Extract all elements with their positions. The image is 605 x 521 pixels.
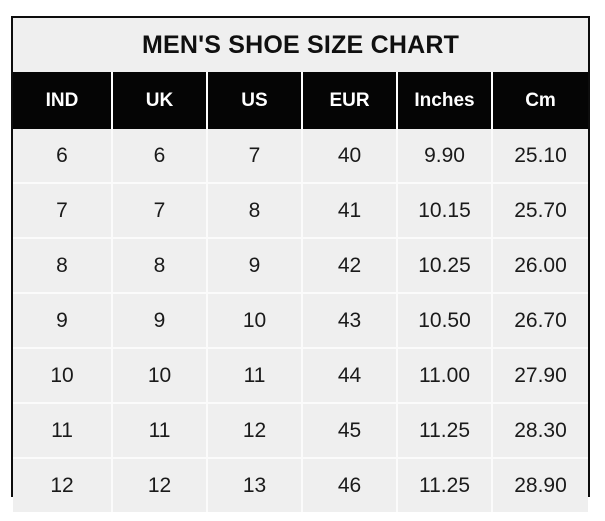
cell-ind: 11 — [13, 403, 113, 459]
cell-ind: 9 — [13, 293, 113, 349]
cell-eur: 43 — [302, 293, 398, 349]
cell-us: 11 — [207, 348, 303, 404]
cell-cm: 26.70 — [492, 293, 588, 349]
cell-ind: 8 — [13, 238, 113, 294]
cell-inches: 10.25 — [397, 238, 493, 294]
cell-inches: 11.00 — [397, 348, 493, 404]
table-row: 12 12 13 46 11.25 28.90 — [13, 458, 588, 512]
cell-eur: 44 — [302, 348, 398, 404]
cell-cm: 28.90 — [492, 458, 588, 512]
table-header: IND UK US EUR Inches Cm — [13, 72, 588, 129]
cell-inches: 11.25 — [397, 458, 493, 512]
column-header-cm: Cm — [492, 72, 588, 129]
cell-uk: 6 — [112, 129, 208, 184]
cell-inches: 10.50 — [397, 293, 493, 349]
table-header-row: IND UK US EUR Inches Cm — [13, 72, 588, 129]
cell-ind: 10 — [13, 348, 113, 404]
cell-us: 13 — [207, 458, 303, 512]
table-row: 6 6 7 40 9.90 25.10 — [13, 129, 588, 184]
column-header-ind: IND — [13, 72, 113, 129]
cell-inches: 10.15 — [397, 183, 493, 239]
shoe-size-table: IND UK US EUR Inches Cm 6 6 7 40 9.90 25… — [13, 72, 588, 512]
table-row: 10 10 11 44 11.00 27.90 — [13, 348, 588, 404]
cell-us: 7 — [207, 129, 303, 184]
cell-uk: 12 — [112, 458, 208, 512]
cell-inches: 9.90 — [397, 129, 493, 184]
cell-uk: 8 — [112, 238, 208, 294]
cell-uk: 11 — [112, 403, 208, 459]
cell-us: 10 — [207, 293, 303, 349]
cell-ind: 7 — [13, 183, 113, 239]
column-header-inches: Inches — [397, 72, 493, 129]
cell-uk: 7 — [112, 183, 208, 239]
cell-us: 8 — [207, 183, 303, 239]
page-title: MEN'S SHOE SIZE CHART — [13, 18, 588, 72]
cell-eur: 40 — [302, 129, 398, 184]
table-row: 11 11 12 45 11.25 28.30 — [13, 403, 588, 459]
column-header-uk: UK — [112, 72, 208, 129]
column-header-us: US — [207, 72, 303, 129]
cell-cm: 26.00 — [492, 238, 588, 294]
table-body: 6 6 7 40 9.90 25.10 7 7 8 41 10.15 25.70… — [13, 129, 588, 512]
cell-eur: 42 — [302, 238, 398, 294]
cell-ind: 6 — [13, 129, 113, 184]
column-header-eur: EUR — [302, 72, 398, 129]
cell-eur: 45 — [302, 403, 398, 459]
cell-inches: 11.25 — [397, 403, 493, 459]
cell-cm: 25.70 — [492, 183, 588, 239]
table-row: 9 9 10 43 10.50 26.70 — [13, 293, 588, 349]
cell-cm: 28.30 — [492, 403, 588, 459]
cell-cm: 27.90 — [492, 348, 588, 404]
cell-uk: 9 — [112, 293, 208, 349]
cell-eur: 41 — [302, 183, 398, 239]
table-row: 8 8 9 42 10.25 26.00 — [13, 238, 588, 294]
cell-us: 9 — [207, 238, 303, 294]
cell-ind: 12 — [13, 458, 113, 512]
cell-uk: 10 — [112, 348, 208, 404]
cell-us: 12 — [207, 403, 303, 459]
cell-eur: 46 — [302, 458, 398, 512]
table-row: 7 7 8 41 10.15 25.70 — [13, 183, 588, 239]
cell-cm: 25.10 — [492, 129, 588, 184]
size-chart-card: MEN'S SHOE SIZE CHART IND UK US EUR Inch… — [11, 16, 590, 512]
